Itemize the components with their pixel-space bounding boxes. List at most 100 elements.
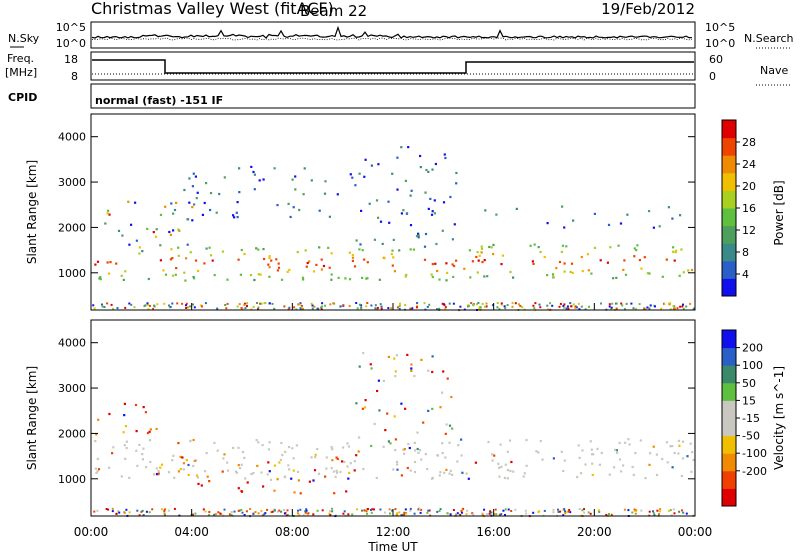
beam-title: Beam 22 — [300, 2, 367, 20]
heatmap-cell — [244, 307, 247, 310]
heatmap-cell — [329, 514, 332, 516]
heatmap-cell — [145, 466, 148, 469]
heatmap-cell — [465, 472, 468, 475]
heatmap-cell — [95, 433, 98, 436]
heatmap-cell — [565, 307, 568, 310]
heatmap-cell — [259, 302, 262, 305]
heatmap-cell — [192, 275, 195, 279]
heatmap-cell — [681, 440, 685, 443]
velocity-colorbar-label: Velocity [m s^-1] — [772, 366, 786, 470]
heatmap-cell — [391, 509, 394, 512]
heatmap-cell — [524, 509, 527, 512]
heatmap-cell — [376, 308, 379, 311]
heatmap-cell — [396, 512, 399, 515]
heatmap-cell — [420, 508, 423, 511]
heatmap-cell — [239, 273, 242, 276]
colorbar-segment — [722, 400, 736, 419]
heatmap-cell — [141, 250, 144, 253]
heatmap-cell — [394, 449, 397, 452]
heatmap-cell — [456, 460, 459, 463]
cpid-panel: CPID normal (fast) -151 IF — [8, 83, 696, 109]
heatmap-cell — [394, 438, 397, 441]
heatmap-cell — [201, 305, 203, 308]
heatmap-cell — [360, 209, 363, 212]
heatmap-cell — [141, 458, 144, 461]
heatmap-cell — [155, 228, 158, 231]
heatmap-cell — [268, 275, 271, 278]
heatmap-cell — [313, 305, 316, 308]
heatmap-cell — [271, 302, 274, 305]
heatmap-cell — [426, 468, 429, 471]
heatmap-cell — [630, 302, 633, 305]
heatmap-cell — [426, 305, 429, 308]
heatmap-cell — [668, 509, 671, 512]
heatmap-cell — [313, 469, 317, 472]
heatmap-cell — [589, 440, 592, 443]
heatmap-cell — [514, 302, 517, 305]
heatmap-cell — [663, 302, 666, 305]
heatmap-cell — [195, 197, 198, 200]
colorbar-tick-label: 15 — [742, 394, 756, 407]
heatmap-cell — [123, 402, 126, 405]
heatmap-cell — [362, 467, 365, 471]
heatmap-cell — [214, 513, 217, 516]
heatmap-cell — [383, 511, 386, 514]
heatmap-cell — [299, 308, 302, 311]
heatmap-cell — [149, 460, 152, 464]
heatmap-cell — [564, 510, 566, 513]
heatmap-cell — [504, 508, 507, 511]
heatmap-cell — [364, 406, 367, 409]
station-title: Christmas Valley West (fitACF) — [91, 0, 334, 18]
heatmap-cell — [111, 507, 114, 510]
heatmap-cell — [394, 370, 397, 373]
heatmap-cell — [205, 452, 208, 455]
power-colorbar: 4 8 12 16 20 24 28 — [721, 119, 756, 297]
heatmap-cell — [413, 374, 416, 378]
heatmap-cell — [305, 509, 308, 512]
heatmap-cell — [546, 274, 549, 277]
heatmap-cell — [324, 475, 327, 478]
heatmap-cell — [532, 304, 535, 307]
heatmap-cell — [444, 432, 447, 435]
heatmap-cell — [622, 268, 625, 271]
heatmap-cell — [95, 471, 98, 474]
heatmap-cell — [395, 354, 398, 357]
velocity-colorbar: 200 100 50 15 -15 -50 -100 -200 — [721, 329, 767, 507]
heatmap-cell — [330, 252, 333, 255]
heatmap-cell — [153, 305, 156, 308]
heatmap-cell — [392, 238, 395, 241]
heatmap-cell — [682, 271, 685, 274]
heatmap-cell — [293, 491, 296, 494]
heatmap-cell — [396, 468, 399, 471]
heatmap-cell — [496, 302, 499, 304]
heatmap-cell — [572, 303, 575, 306]
heatmap-cell — [658, 225, 661, 228]
cpid-text: normal (fast) -151 IF — [95, 94, 223, 107]
heatmap-cell — [358, 436, 361, 439]
heatmap-cell — [310, 179, 313, 182]
heatmap-cell — [303, 167, 306, 170]
heatmap-cell — [392, 256, 395, 259]
heatmap-cell — [644, 477, 647, 480]
heatmap-cell — [638, 303, 641, 306]
heatmap-cell — [558, 260, 562, 264]
heatmap-cell — [268, 470, 271, 473]
heatmap-cell — [347, 477, 350, 480]
heatmap-cell — [472, 513, 475, 516]
heatmap-cell — [288, 445, 291, 449]
heatmap-cell — [606, 261, 609, 264]
heatmap-cell — [611, 302, 614, 305]
heatmap-cell — [424, 232, 428, 236]
heatmap-cell — [543, 509, 546, 512]
heatmap-cell — [448, 472, 451, 475]
heatmap-cell — [403, 511, 406, 514]
heatmap-cell — [295, 444, 298, 447]
heatmap-cell — [347, 513, 350, 516]
colorbar-segment — [722, 172, 736, 191]
heatmap-cell — [343, 460, 346, 464]
heatmap-cell — [386, 412, 389, 415]
heatmap-cell — [446, 512, 449, 515]
heatmap-cell — [121, 234, 124, 237]
heatmap-cell — [416, 431, 419, 434]
nsky-frame — [90, 21, 696, 49]
